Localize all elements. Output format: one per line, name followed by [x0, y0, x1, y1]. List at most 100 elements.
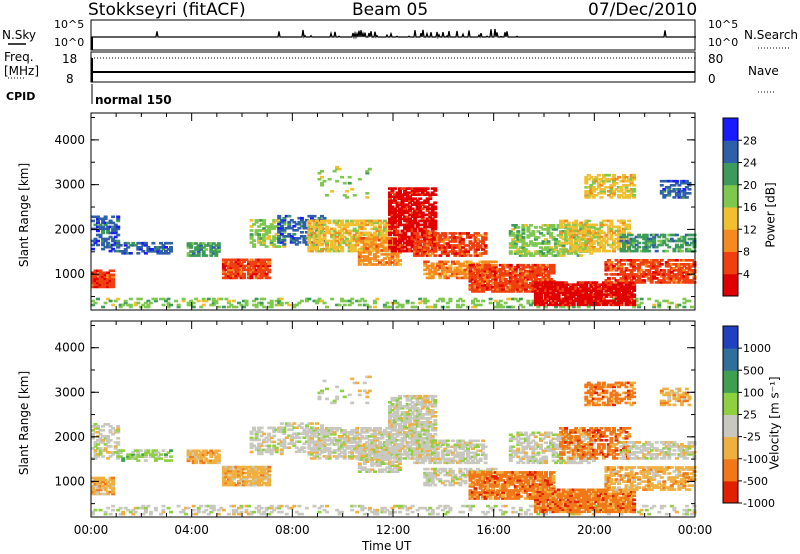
backscatter-cell: [438, 504, 443, 508]
backscatter-cell: [596, 508, 601, 512]
backscatter-cell: [627, 285, 632, 288]
backscatter-cell: [342, 181, 347, 185]
backscatter-cell: [269, 303, 274, 307]
backscatter-cell: [138, 297, 143, 301]
backscatter-cell: [596, 243, 601, 247]
backscatter-cell: [672, 188, 677, 191]
backscatter-cell: [196, 246, 201, 249]
backscatter-cell: [440, 272, 445, 276]
backscatter-cell: [297, 226, 302, 230]
backscatter-cell: [131, 512, 136, 516]
backscatter-cell: [526, 276, 531, 279]
backscatter-cell: [403, 203, 408, 206]
backscatter-cell: [634, 303, 639, 307]
backscatter-cell: [347, 299, 352, 303]
backscatter-cell: [652, 259, 657, 262]
backscatter-cell: [237, 481, 241, 485]
backscatter-cell: [468, 269, 473, 273]
backscatter-cell: [216, 459, 221, 463]
backscatter-cell: [304, 218, 309, 222]
backscatter-cell: [428, 268, 433, 272]
backscatter-cell: [335, 179, 340, 183]
backscatter-cell: [476, 267, 480, 271]
backscatter-cell: [327, 229, 332, 233]
backscatter-cell: [443, 262, 448, 266]
backscatter-cell: [428, 215, 433, 219]
backscatter-cell: [674, 245, 679, 249]
backscatter-cell: [586, 249, 591, 253]
backscatter-cell: [591, 196, 596, 199]
backscatter-cell: [204, 451, 209, 455]
backscatter-cell: [533, 303, 538, 307]
backscatter-cell: [400, 235, 405, 239]
backscatter-cell: [340, 221, 345, 225]
backscatter-cell: [415, 250, 420, 253]
backscatter-cell: [471, 276, 475, 279]
backscatter-cell: [403, 189, 408, 192]
backscatter-cell: [539, 287, 543, 290]
backscatter-cell: [662, 188, 667, 191]
backscatter-cell: [116, 425, 121, 428]
backscatter-cell: [667, 259, 672, 262]
backscatter-cell: [569, 235, 574, 239]
backscatter-cell: [423, 246, 428, 249]
backscatter-cell: [682, 241, 687, 245]
backscatter-cell: [569, 229, 574, 233]
backscatter-cell: [123, 250, 128, 253]
backscatter-cell: [644, 273, 649, 276]
backscatter-cell: [617, 233, 621, 237]
backscatter-cell: [342, 231, 347, 235]
backscatter-cell: [98, 225, 103, 229]
backscatter-cell: [430, 217, 435, 221]
backscatter-cell: [679, 181, 684, 185]
backscatter-cell: [561, 219, 566, 223]
backscatter-cell: [393, 510, 397, 514]
backscatter-cell: [332, 227, 337, 231]
backscatter-cell: [224, 264, 229, 268]
backscatter-cell: [405, 227, 410, 231]
backscatter-cell: [239, 272, 244, 276]
backscatter-cell: [111, 215, 116, 219]
backscatter-cell: [684, 281, 689, 284]
backscatter-cell: [566, 231, 571, 235]
backscatter-cell: [546, 295, 551, 298]
backscatter-cell: [576, 297, 581, 301]
backscatter-cell: [679, 263, 684, 266]
backscatter-cell: [669, 504, 674, 508]
backscatter-cell: [367, 221, 372, 225]
backscatter-cell: [632, 173, 637, 177]
backscatter-cell: [528, 240, 533, 243]
backscatter-cell: [624, 279, 629, 282]
backscatter-cell: [214, 457, 219, 461]
backscatter-cell: [362, 299, 367, 303]
backscatter-cell: [226, 471, 231, 475]
backscatter-cell: [649, 263, 654, 266]
backscatter-cell: [410, 235, 415, 239]
backscatter-cell: [380, 229, 385, 233]
backscatter-cell: [362, 303, 367, 307]
backscatter-cell: [287, 220, 292, 224]
backscatter-cell: [216, 248, 221, 251]
backscatter-cell: [679, 249, 684, 253]
backscatter-cell: [106, 490, 111, 494]
backscatter-cell: [362, 512, 367, 516]
backscatter-cell: [156, 250, 161, 253]
backscatter-cell: [408, 205, 413, 209]
backscatter-cell: [189, 455, 194, 459]
backscatter-cell: [659, 281, 664, 284]
backscatter-cell: [91, 433, 95, 436]
backscatter-cell: [481, 510, 486, 514]
backscatter-cell: [138, 246, 143, 249]
backscatter-cell: [551, 295, 556, 298]
backscatter-cell: [103, 285, 108, 289]
backscatter-cell: [390, 257, 395, 260]
backscatter-cell: [352, 223, 357, 227]
backscatter-cell: [239, 264, 244, 268]
backscatter-cell: [108, 219, 113, 223]
backscatter-cell: [372, 233, 377, 237]
backscatter-cell: [501, 288, 506, 291]
backscatter-cell: [96, 427, 100, 430]
backscatter-cell: [584, 181, 589, 185]
backscatter-cell: [267, 235, 272, 238]
backscatter-cell: [312, 241, 317, 245]
